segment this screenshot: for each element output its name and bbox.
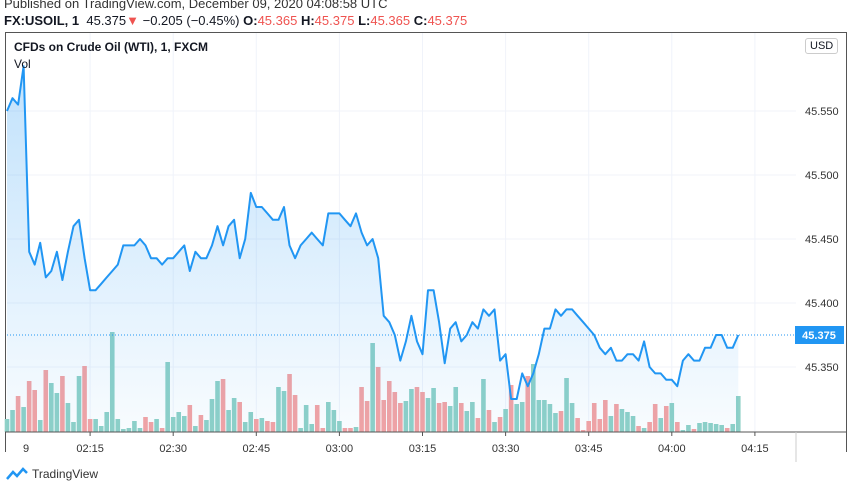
- close-value: 45.375: [427, 13, 468, 28]
- x-tick-label: 02:15: [76, 443, 104, 455]
- symbol-name: FX:USOIL, 1: [4, 13, 80, 28]
- x-tick-label: 03:15: [409, 443, 437, 455]
- x-tick-label: 03:00: [326, 443, 354, 455]
- y-tick-label: 45.400: [805, 298, 839, 310]
- tradingview-logo-icon: [6, 467, 28, 480]
- last-price-badge: [795, 326, 844, 344]
- x-tick-label: 04:15: [741, 443, 769, 455]
- x-tick-label: 02:45: [243, 443, 271, 455]
- x-tick-label: 02:30: [159, 443, 187, 455]
- low-label: L:: [358, 13, 371, 28]
- published-caption: Published on TradingView.com, December 0…: [4, 0, 388, 11]
- x-tick-label: 9: [23, 443, 29, 455]
- y-tick-label: 45.550: [805, 106, 839, 118]
- open-value: 45.365: [257, 13, 298, 28]
- symbol-header: FX:USOIL, 1 45.375▼ −0.205 (−0.45%) O:45…: [4, 13, 467, 28]
- chart-title: CFDs on Crude Oil (WTI), 1, FXCM: [14, 40, 208, 54]
- down-triangle-icon: ▼: [126, 13, 139, 28]
- currency-button[interactable]: USD: [805, 38, 839, 54]
- volume-legend: Vol: [14, 57, 31, 71]
- y-tick-label: 45.500: [805, 170, 839, 182]
- y-tick-label: 45.350: [805, 362, 839, 374]
- price-area-fill: [7, 66, 739, 432]
- y-tick-label: 45.450: [805, 234, 839, 246]
- high-label: H:: [300, 13, 315, 28]
- open-label: O:: [243, 13, 258, 28]
- x-tick-label: 04:00: [658, 443, 686, 455]
- high-value: 45.375: [314, 13, 355, 28]
- volume-bar: [4, 419, 10, 432]
- price-line: [6, 65, 740, 400]
- tradingview-logo[interactable]: TradingView: [6, 467, 98, 481]
- brand-name: TradingView: [32, 467, 99, 481]
- x-tick-label: 03:30: [492, 443, 520, 455]
- close-label: C:: [413, 13, 428, 28]
- x-tick-label: 03:45: [575, 443, 603, 455]
- price-change: −0.205 (−0.45%): [142, 13, 240, 28]
- last-price: 45.375: [86, 13, 127, 28]
- last-price-label: 45.375: [802, 330, 836, 342]
- chart-frame: [5, 32, 847, 452]
- low-value: 45.365: [370, 13, 411, 28]
